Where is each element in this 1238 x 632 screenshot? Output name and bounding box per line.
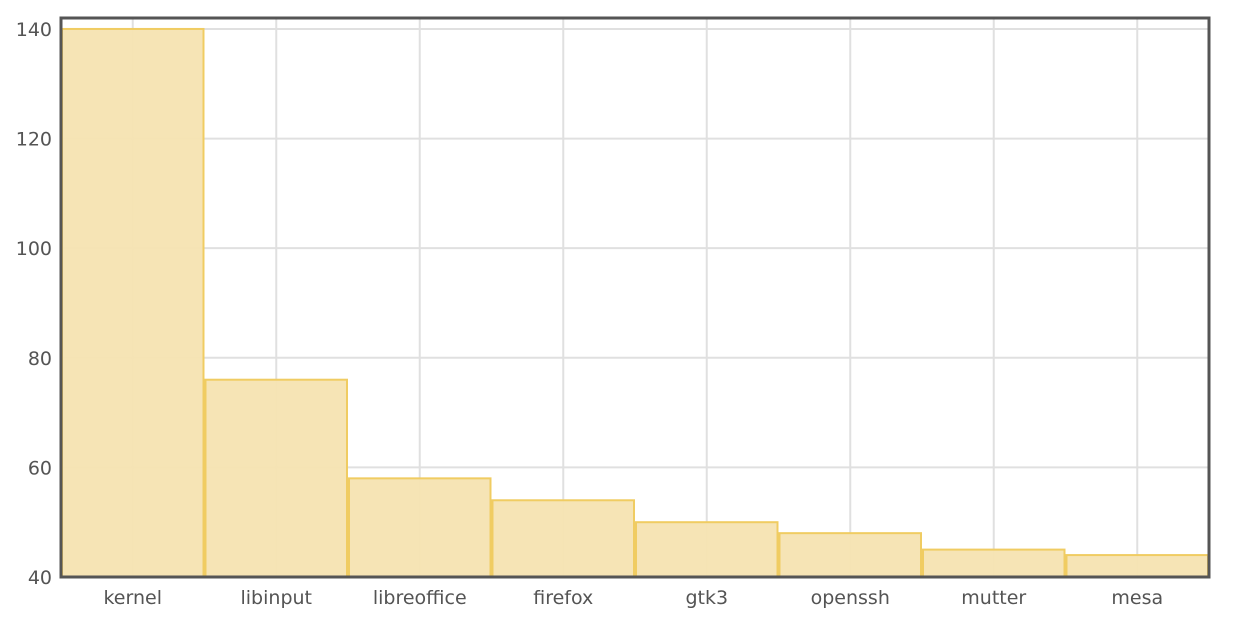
x-tick-label: firefox (533, 587, 593, 609)
y-tick-label: 120 (16, 129, 52, 151)
bar-mesa (1065, 554, 1209, 578)
bar-gtk3 (635, 521, 779, 579)
x-axis-ticks: kernel libinput libreoffice firefox gtk3 open… (103, 587, 1163, 609)
x-tick-label: mutter (961, 587, 1026, 609)
x-tick-label: gtk3 (685, 587, 728, 609)
bar-openssh (778, 532, 922, 578)
bars (61, 27, 1209, 579)
y-tick-label: 80 (28, 348, 52, 370)
x-tick-label: libreoffice (373, 587, 467, 609)
bar-kernel (61, 27, 205, 579)
x-tick-label: mesa (1111, 587, 1163, 609)
y-tick-label: 140 (16, 19, 52, 41)
bar-firefox (491, 499, 635, 578)
y-tick-label: 60 (28, 457, 52, 479)
y-tick-label: 40 (28, 567, 52, 589)
bar-libreoffice (348, 477, 492, 578)
x-tick-label: libinput (241, 587, 313, 609)
grid-layer (61, 18, 1209, 578)
bar-mutter (922, 548, 1066, 578)
bar-libinput (204, 378, 348, 578)
plot-frame (59, 16, 1211, 579)
x-tick-label: kernel (103, 587, 162, 609)
y-tick-label: 100 (16, 238, 52, 260)
y-axis-ticks: 40 60 80 100 120 140 (16, 19, 52, 589)
x-tick-label: openssh (811, 587, 890, 609)
